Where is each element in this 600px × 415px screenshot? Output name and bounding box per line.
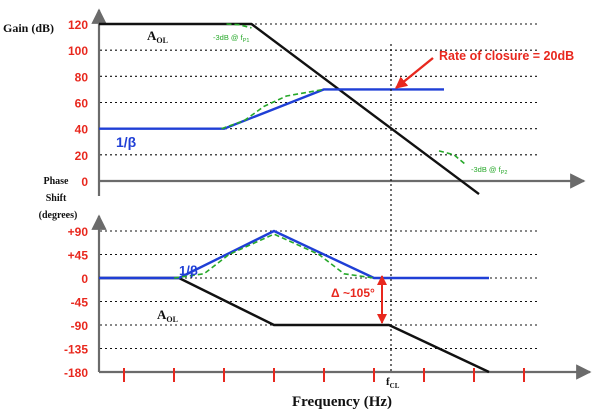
rate-of-closure-annotation: Rate of closure = 20dB <box>439 49 574 63</box>
gain-axis-label: Gain (dB) <box>3 21 54 35</box>
phase-y-tick-label: -135 <box>64 343 88 357</box>
phase-gridlines <box>100 230 540 350</box>
crossover-frequency-label: fCL <box>386 376 400 390</box>
phase-y-tick-label: +45 <box>68 249 89 263</box>
phase-y-tick-labels: +90 +45 0 -45 -90 -135 -180 <box>64 225 88 380</box>
phase-y-tick-label: +90 <box>68 225 89 239</box>
phase-y-tick-label: -90 <box>71 319 89 333</box>
phase-margin-annotation: Δ ~105° <box>331 286 375 300</box>
gain-beta-series-line <box>99 88 444 130</box>
x-axis-label: Frequency (Hz) <box>292 394 392 410</box>
pole1-annotation: -3dB @ fP1 <box>213 33 249 44</box>
gain-actual-response-line <box>226 23 252 29</box>
gain-actual-response-line <box>438 150 468 166</box>
phase-beta-series-line <box>99 229 489 280</box>
gain-y-tick-label: 20 <box>75 149 89 163</box>
gain-gridlines <box>100 23 540 156</box>
gain-y-tick-label: 100 <box>68 44 88 58</box>
decade-tick-marks <box>123 368 525 382</box>
gain-panel: 120 100 80 60 40 20 0 Gain (dB) AOL 1/β -3dB @… <box>3 8 586 196</box>
gain-y-tick-label: 60 <box>75 97 89 111</box>
gain-y-tick-label: 40 <box>75 123 89 137</box>
phase-y-tick-label: 0 <box>81 272 88 286</box>
gain-y-tick-label: 0 <box>81 175 88 189</box>
gain-y-tick-label: 80 <box>75 70 89 84</box>
phase-y-tick-label: -45 <box>71 296 89 310</box>
gain-actual-response-line <box>221 88 325 130</box>
phase-axis-label: Phase Shift (degrees) <box>39 176 78 221</box>
gain-y-tick-label: 120 <box>68 18 88 32</box>
phase-beta-label: 1/β <box>179 263 198 278</box>
phase-aol-label: AOL <box>157 307 178 324</box>
phase-actual-response-line <box>173 233 375 279</box>
gain-beta-label: 1/β <box>116 134 137 150</box>
phase-panel: Phase Shift (degrees) +90 +45 0 -45 -90 -135 -18… <box>39 176 592 382</box>
gain-y-tick-labels: 120 100 80 60 40 20 0 <box>68 18 88 189</box>
rate-of-closure-arrow <box>395 57 434 89</box>
pole2-annotation: -3dB @ fP2 <box>471 165 507 176</box>
gain-series-group <box>99 22 480 196</box>
gain-aol-series-line <box>99 22 480 196</box>
phase-y-tick-label: -180 <box>64 366 88 380</box>
phase-series-group <box>99 229 490 374</box>
gain-aol-label: AOL <box>147 28 168 45</box>
